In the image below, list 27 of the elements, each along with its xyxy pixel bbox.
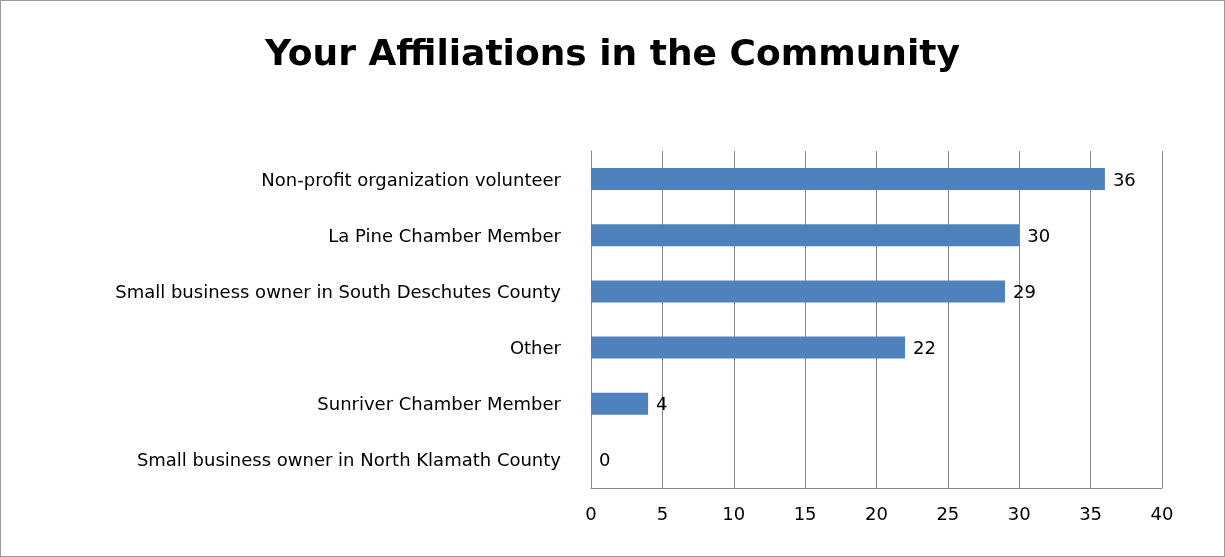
data-label: 30	[1027, 224, 1051, 246]
x-tick-label: 20	[865, 502, 888, 524]
y-tick-label: Small business owner in South Deschutes County	[115, 280, 562, 302]
y-tick-label: Small business owner in North Klamath County	[136, 449, 562, 471]
bar	[591, 336, 906, 359]
chart-title: Your Affiliations in the Community	[263, 31, 961, 73]
bar	[591, 224, 1020, 247]
data-label: 29	[1012, 280, 1036, 302]
bar	[591, 280, 1005, 303]
x-tick-label: 40	[1150, 502, 1174, 524]
y-tick-label: Sunriver Chamber Member	[317, 393, 562, 415]
x-tick-label: 10	[722, 502, 746, 524]
data-label: 4	[656, 393, 668, 415]
data-label: 36	[1112, 168, 1136, 190]
x-tick-label: 5	[656, 502, 669, 524]
x-tick-label: 25	[936, 502, 960, 524]
data-label: 0	[599, 449, 611, 471]
bar	[591, 168, 1105, 191]
x-tick-label: 0	[585, 502, 597, 524]
y-tick-label: Non-profit organization volunteer	[261, 168, 562, 190]
y-tick-label: Other	[509, 337, 562, 359]
y-tick-label: La Pine Chamber Member	[328, 224, 562, 246]
x-tick-label: 30	[1007, 502, 1031, 524]
x-tick-label: 15	[793, 502, 817, 524]
bar	[591, 392, 649, 415]
data-label: 22	[913, 337, 936, 359]
x-tick-label: 35	[1079, 502, 1103, 524]
